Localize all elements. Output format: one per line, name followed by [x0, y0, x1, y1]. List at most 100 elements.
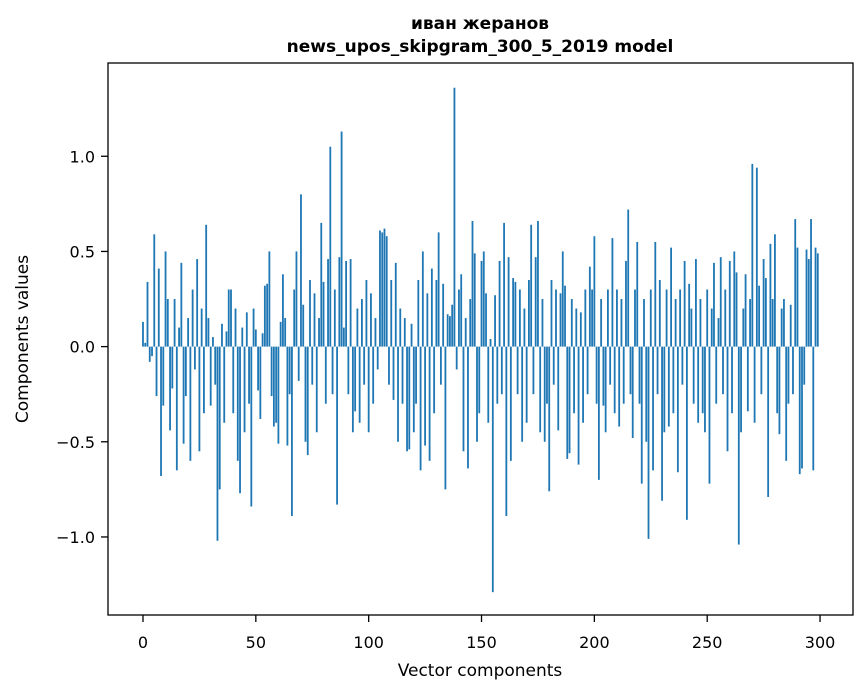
bar — [629, 346, 632, 395]
bar — [755, 167, 758, 347]
bar — [322, 281, 325, 347]
bar — [275, 346, 278, 423]
bar — [699, 299, 702, 347]
bar — [248, 346, 250, 404]
bar — [609, 346, 612, 385]
bar — [663, 346, 666, 433]
bar — [198, 346, 201, 452]
bar — [347, 346, 350, 395]
bar — [205, 224, 208, 347]
bar — [340, 131, 343, 347]
bar — [478, 346, 481, 414]
bar — [329, 146, 332, 347]
bar — [351, 346, 354, 433]
bar — [388, 346, 390, 385]
bar — [602, 346, 605, 406]
bar — [444, 346, 447, 490]
bar — [661, 346, 663, 501]
bar — [390, 279, 393, 347]
bar — [631, 346, 634, 438]
bar — [489, 339, 492, 347]
bar — [704, 346, 706, 433]
bar — [528, 279, 530, 347]
bar — [379, 230, 381, 347]
bar — [541, 299, 544, 347]
bar — [604, 346, 607, 433]
bar — [670, 247, 672, 347]
bar — [218, 346, 221, 490]
bar — [225, 331, 228, 347]
bar — [640, 346, 643, 484]
bar — [532, 346, 535, 395]
bar — [679, 289, 682, 347]
bar — [514, 281, 517, 347]
bar — [715, 346, 718, 404]
bar — [778, 346, 781, 435]
bar — [613, 346, 616, 414]
bar — [302, 304, 305, 347]
bar — [792, 346, 794, 395]
bar — [173, 299, 176, 347]
bar — [239, 346, 241, 494]
bar — [383, 228, 386, 347]
bar — [652, 346, 654, 471]
bar — [455, 346, 458, 370]
x-tick-label: 0 — [138, 633, 148, 652]
bar — [467, 346, 469, 469]
bar — [261, 333, 264, 347]
y-tick-label: 1.0 — [70, 147, 95, 166]
bar — [315, 346, 318, 433]
bar — [433, 346, 436, 414]
bar — [658, 279, 661, 347]
bar — [471, 220, 474, 347]
bar — [573, 346, 575, 414]
x-axis-ticks: 0 50 100 150 200 250 300 — [138, 615, 835, 652]
bar — [789, 304, 792, 347]
bar — [503, 222, 505, 347]
chart-title-line1: иван жеранов — [411, 14, 549, 34]
bar — [534, 257, 537, 347]
bar — [442, 283, 445, 347]
bar — [498, 260, 501, 347]
bar — [144, 342, 147, 347]
y-axis-ticks: −1.0 −0.5 0.0 0.5 1.0 — [56, 147, 108, 547]
bar — [767, 346, 770, 497]
bar — [288, 346, 291, 395]
bar — [476, 346, 478, 442]
bar — [634, 289, 636, 347]
bar — [647, 346, 650, 539]
bar — [742, 308, 745, 347]
bar — [421, 251, 424, 347]
y-axis-label: Components values — [13, 255, 33, 423]
bar — [232, 346, 235, 414]
bar — [771, 299, 774, 347]
bar — [690, 308, 693, 347]
bar — [142, 321, 144, 347]
bar — [354, 346, 357, 412]
bar — [460, 274, 463, 347]
bar — [254, 329, 257, 347]
bar — [758, 285, 761, 347]
bar — [713, 262, 715, 347]
bar — [155, 346, 158, 397]
bar — [214, 346, 217, 385]
bar — [270, 346, 273, 397]
bar — [785, 346, 788, 461]
bar — [408, 346, 411, 450]
bar — [182, 346, 185, 444]
bar — [415, 346, 417, 404]
bar — [681, 346, 684, 385]
bar — [816, 253, 819, 347]
y-tick-label: −0.5 — [56, 433, 95, 452]
bar — [722, 346, 724, 395]
bar — [548, 346, 551, 492]
bar — [180, 262, 183, 347]
bar — [620, 299, 623, 347]
bar — [449, 316, 451, 347]
bar — [719, 257, 722, 347]
bar — [762, 259, 765, 347]
chart-title-line2: news_upos_skipgram_300_5_2019 model — [287, 37, 674, 57]
bar — [313, 293, 316, 347]
bar — [428, 346, 431, 461]
